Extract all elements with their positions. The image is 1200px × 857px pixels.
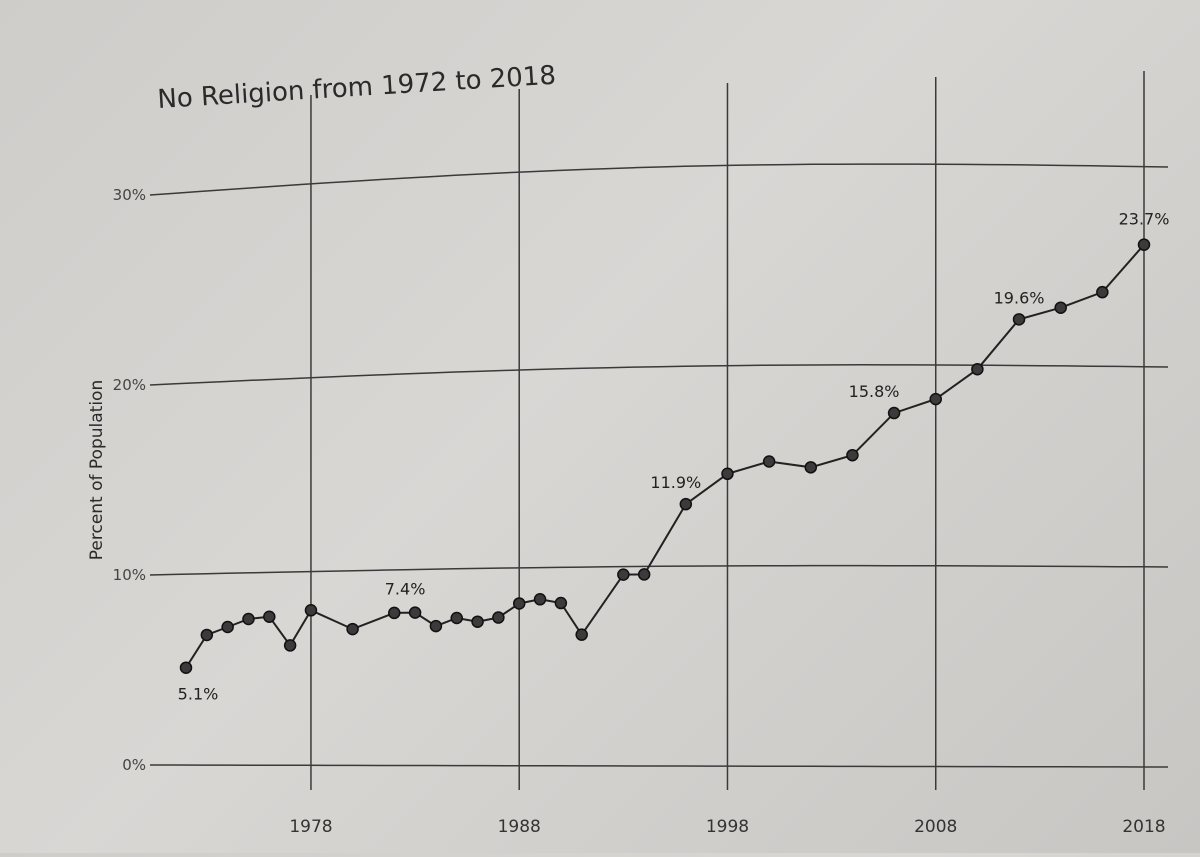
data-point xyxy=(471,615,484,628)
data-point xyxy=(804,461,818,474)
data-point xyxy=(283,639,297,652)
gridline-y-30 xyxy=(149,163,1169,196)
data-point xyxy=(679,497,693,511)
gridline-y-20 xyxy=(149,364,1169,386)
data-point xyxy=(450,611,463,625)
data-point xyxy=(1137,238,1151,251)
data-point xyxy=(221,620,234,634)
data-point xyxy=(533,593,547,606)
grid-layer: 0% 10% 20% 30% 1978 1988 1998 2008 2018 xyxy=(113,71,1169,837)
y-tick-label: 30% xyxy=(113,186,146,204)
data-point xyxy=(304,604,318,617)
x-tick-label: 1988 xyxy=(498,817,541,837)
data-point xyxy=(408,606,422,619)
data-point xyxy=(617,568,630,581)
x-tick-label: 1998 xyxy=(706,817,749,837)
y-tick-label: 20% xyxy=(113,376,146,394)
data-point xyxy=(200,628,214,642)
data-point xyxy=(721,467,734,481)
data-point xyxy=(263,610,276,623)
data-point xyxy=(762,455,776,468)
gridline-y-0 xyxy=(150,764,1168,768)
y-tick-label: 0% xyxy=(122,756,146,774)
data-point xyxy=(554,596,568,610)
data-label: 7.4% xyxy=(385,580,426,599)
data-label: 11.9% xyxy=(650,473,701,492)
data-point xyxy=(388,606,401,620)
data-point xyxy=(179,661,193,674)
gridline-y-10 xyxy=(149,564,1169,576)
data-point xyxy=(242,612,255,626)
data-point xyxy=(887,406,901,420)
chart-title: No Religion from 1972 to 2018 xyxy=(157,61,557,115)
data-point xyxy=(1012,313,1026,326)
data-point xyxy=(929,392,942,406)
x-tick-label: 1978 xyxy=(289,817,332,837)
data-point xyxy=(575,628,588,641)
data-point xyxy=(637,568,651,581)
data-point xyxy=(429,619,443,633)
data-label: 19.6% xyxy=(994,288,1045,307)
data-point xyxy=(492,611,505,624)
data-point xyxy=(971,362,984,376)
data-point xyxy=(1054,301,1067,314)
data-point xyxy=(512,597,526,610)
y-tick-label: 10% xyxy=(113,566,146,584)
data-point xyxy=(846,448,859,462)
series-line xyxy=(185,244,1145,669)
data-label: 15.8% xyxy=(849,382,900,401)
x-tick-label: 2018 xyxy=(1122,817,1165,837)
label-layer: No Religion from 1972 to 2018 Percent of… xyxy=(87,61,1169,704)
data-label: 23.7% xyxy=(1119,210,1170,229)
series-layer xyxy=(179,238,1151,674)
y-axis-label: Percent of Population xyxy=(87,380,107,560)
data-point xyxy=(1096,285,1109,299)
data-label: 5.1% xyxy=(178,685,219,704)
x-tick-label: 2008 xyxy=(914,817,957,837)
data-point xyxy=(346,622,359,636)
